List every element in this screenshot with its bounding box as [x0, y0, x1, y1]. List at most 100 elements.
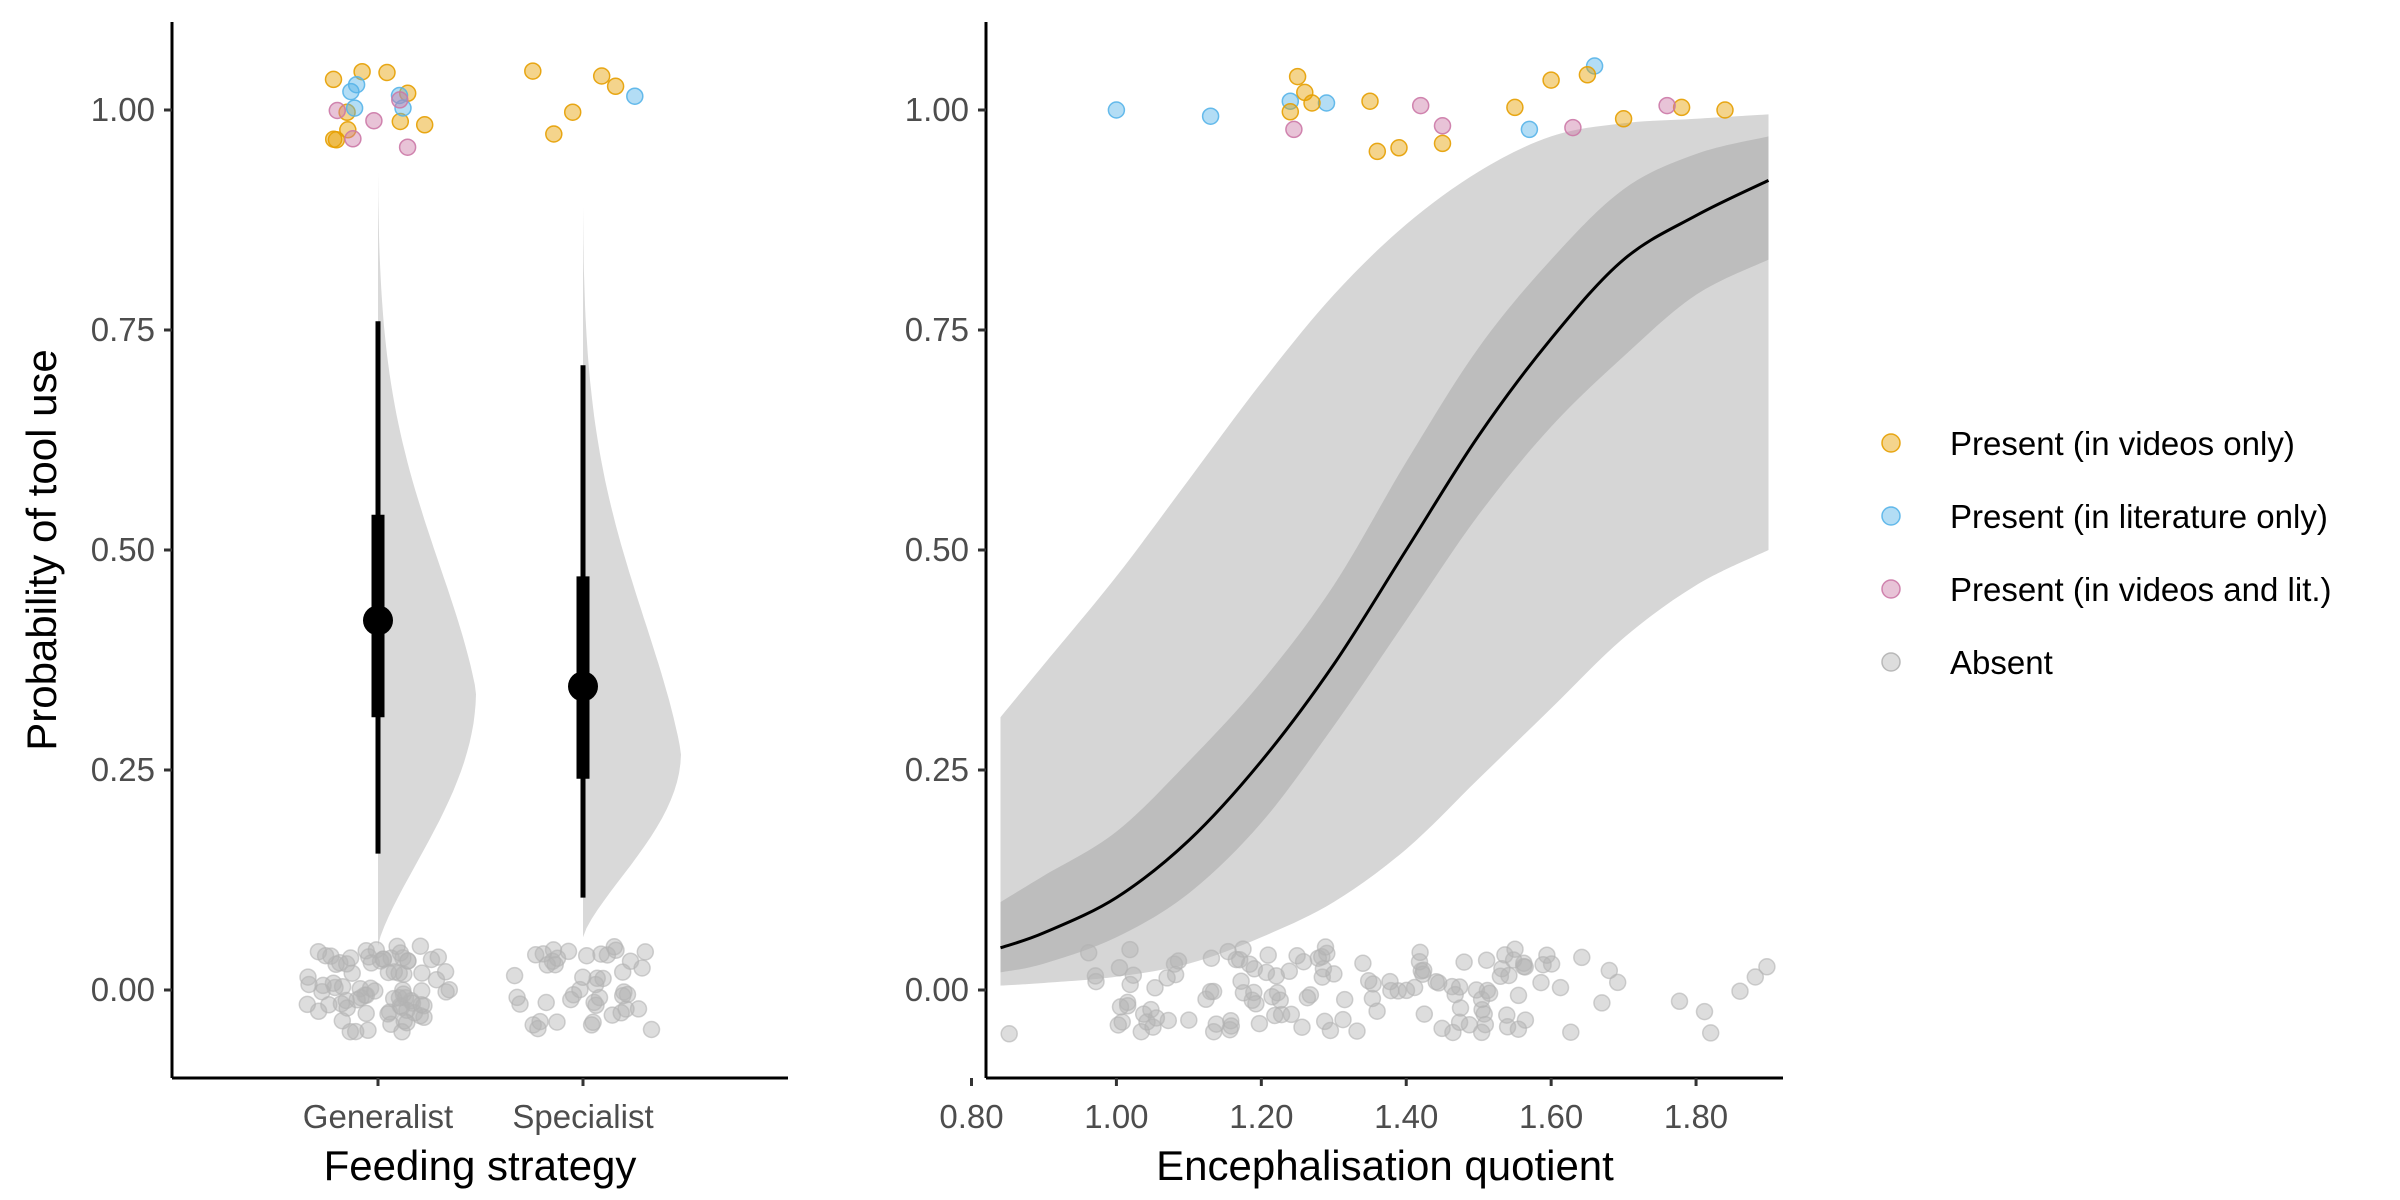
present-point-both	[1411, 96, 1430, 115]
present-point-literature	[1201, 107, 1220, 125]
absent-point	[613, 987, 632, 1005]
present-point-videos	[1368, 142, 1387, 161]
present-point-videos	[1578, 66, 1597, 84]
left-panel: 0.00 0.25 0.50 0.75 1.00 Generalist Specialis…	[18, 22, 788, 1189]
left-y-tick-label: 0.75	[91, 311, 155, 348]
absent-point	[1731, 982, 1749, 1000]
absent-point	[1113, 1013, 1131, 1031]
right-y-tick-label: 1.00	[905, 91, 969, 128]
absent-point	[1263, 987, 1281, 1006]
absent-point	[1158, 969, 1176, 987]
absent-point	[1538, 946, 1556, 964]
legend-key	[1881, 652, 1901, 672]
absent-point	[379, 1005, 397, 1023]
absent-point	[1433, 1019, 1451, 1038]
absent-point	[440, 980, 459, 999]
absent-point	[1288, 947, 1306, 965]
absent-point	[1496, 946, 1514, 964]
absent-point	[1608, 973, 1627, 992]
absent-point	[1267, 967, 1286, 985]
absent-point	[1204, 982, 1223, 1001]
present-point-both	[1433, 117, 1452, 135]
absent-point	[391, 944, 410, 962]
legend-key	[1881, 433, 1901, 453]
category-tick-label: Generalist	[303, 1098, 453, 1135]
present-point-both	[1658, 96, 1676, 115]
absent-point	[537, 993, 555, 1012]
legend-label: Present (in videos and lit.)	[1950, 571, 2332, 608]
present-point	[328, 101, 347, 120]
legend-label: Present (in videos only)	[1950, 425, 2295, 462]
right-y-tick-label: 0.50	[905, 531, 969, 568]
absent-point	[299, 968, 317, 986]
absent-point	[367, 941, 386, 959]
absent-point	[1266, 1006, 1284, 1025]
absent-point	[598, 946, 617, 964]
absent-point	[1443, 977, 1461, 996]
absent-point	[1234, 940, 1252, 958]
present-point-videos	[1281, 103, 1300, 121]
right-x-ticks: 0.80 1.00 1.20 1.40 1.60 1.80	[939, 1078, 1728, 1135]
absent-point	[1411, 943, 1429, 962]
absent-point	[422, 950, 441, 969]
absent-point	[343, 964, 361, 982]
left-y-tick-label: 0.50	[91, 531, 155, 568]
present-point-videos	[1390, 139, 1408, 157]
absent-point	[1280, 962, 1299, 981]
absent-point	[436, 963, 455, 981]
absent-point	[1480, 984, 1499, 1003]
absent-point	[1294, 952, 1313, 971]
present-point-literature	[1317, 94, 1336, 112]
absent-point	[1414, 961, 1433, 979]
absent-point	[1701, 1024, 1720, 1042]
absent-point	[1146, 979, 1164, 997]
right-x-axis-title: Encephalisation quotient	[1156, 1142, 1614, 1189]
right-x-tick-label: 1.80	[1664, 1098, 1728, 1135]
present-point-literature	[1107, 101, 1126, 119]
present-point-videos	[1433, 134, 1452, 153]
absent-point	[1259, 946, 1277, 964]
density-specialist	[583, 206, 681, 938]
legend-key	[1881, 579, 1901, 599]
right-x-tick-label: 1.00	[1084, 1098, 1148, 1135]
absent-point	[1111, 998, 1130, 1016]
absent-point	[1695, 1002, 1714, 1021]
present-point-videos	[1303, 94, 1321, 112]
absent-point	[1169, 952, 1188, 970]
absent-point	[1381, 972, 1399, 991]
right-fit-layer	[1000, 179, 1770, 950]
absent-point	[621, 952, 640, 970]
left-x-ticks: Generalist Specialist	[303, 1078, 654, 1135]
absent-point	[629, 1000, 648, 1018]
present-point	[390, 86, 409, 105]
present-point	[391, 112, 410, 131]
present-point	[391, 91, 409, 109]
absent-point	[1250, 1014, 1269, 1033]
absent-point	[395, 1012, 413, 1030]
absent-point	[1427, 972, 1445, 991]
absent-point	[1368, 1002, 1386, 1020]
present-point	[347, 75, 366, 94]
present-point-both	[1285, 120, 1303, 139]
density-generalist	[378, 171, 476, 947]
median-point	[363, 605, 393, 636]
absent-point	[348, 991, 366, 1009]
absent-point	[384, 989, 403, 1008]
present-point	[344, 130, 362, 148]
absent-point	[316, 946, 335, 965]
absent-point	[411, 937, 430, 955]
left-y-tick-label: 0.25	[91, 751, 155, 788]
absent-point	[612, 1004, 630, 1022]
absent-point	[314, 976, 332, 995]
legend-key	[1881, 506, 1901, 526]
present-point	[524, 62, 542, 80]
absent-point	[590, 988, 609, 1007]
right-y-tick-label: 0.00	[905, 971, 969, 1008]
left-x-axis-title: Feeding strategy	[324, 1142, 637, 1189]
absent-point	[607, 941, 625, 959]
absent-point	[1451, 999, 1470, 1017]
fit-line	[1000, 179, 1770, 950]
absent-point	[1086, 967, 1105, 985]
absent-point	[1498, 1006, 1516, 1024]
